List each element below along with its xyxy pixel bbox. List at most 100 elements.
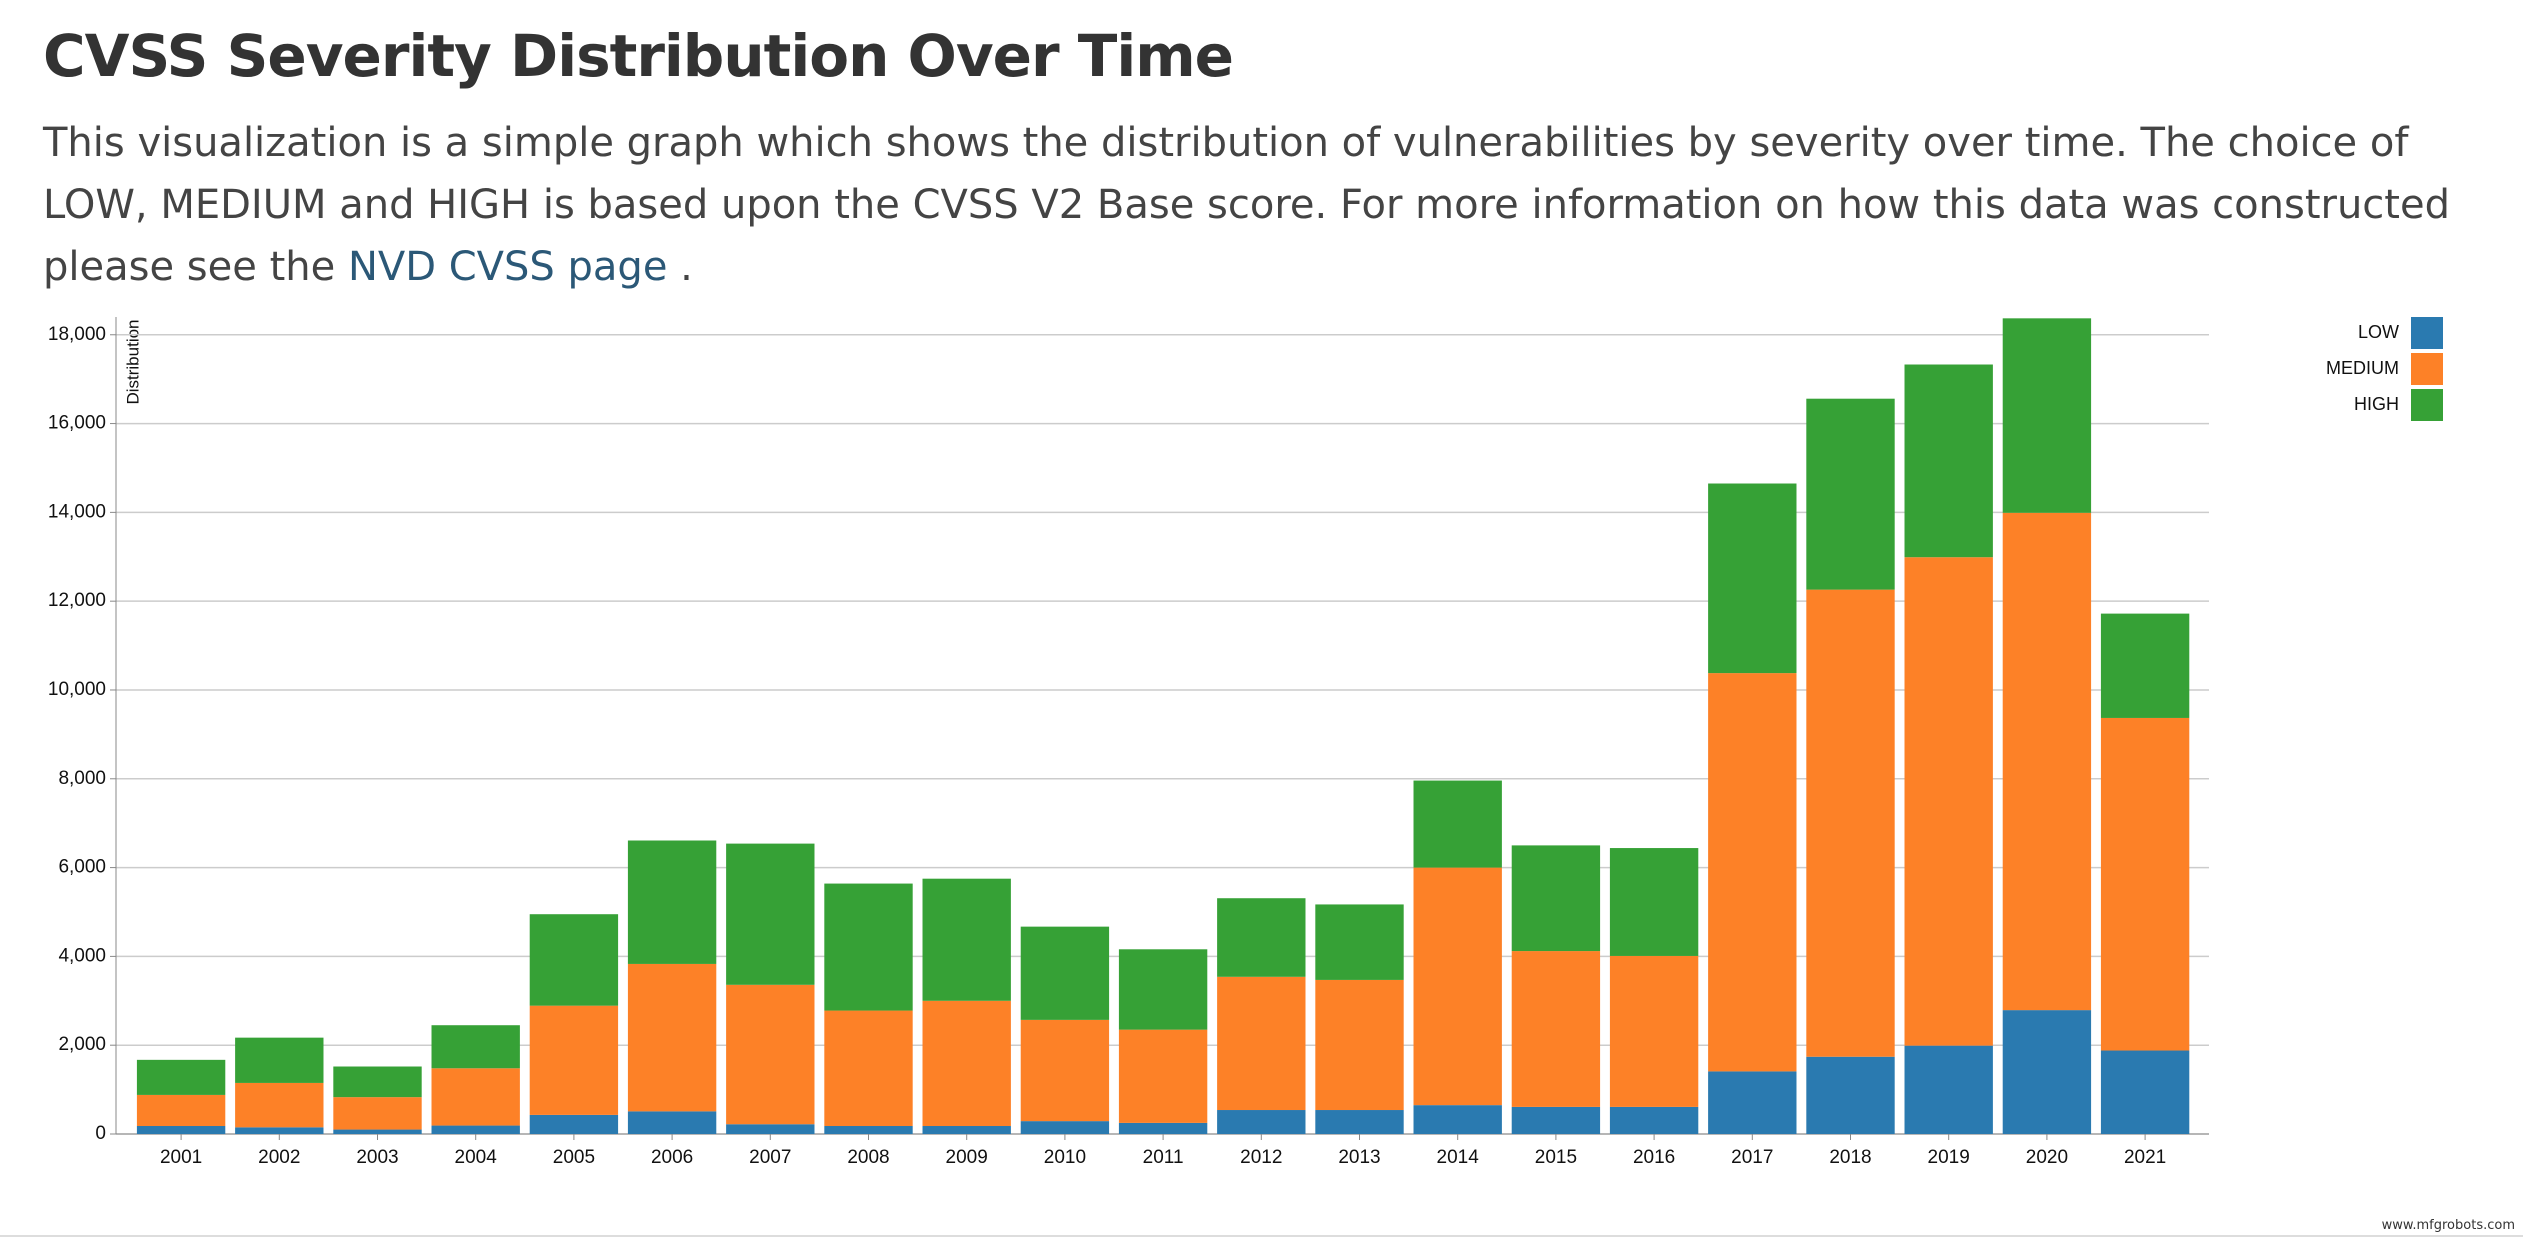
x-tick-label: 2014 (1437, 1147, 1480, 1168)
x-tick-label: 2003 (356, 1147, 398, 1168)
bar-segment (333, 1129, 422, 1134)
x-tick-label: 2001 (160, 1147, 202, 1168)
description: This visualization is a simple graph whi… (43, 112, 2483, 298)
y-tick-label: 0 (95, 1123, 106, 1144)
bar-segment (136, 1126, 226, 1134)
bar-segment (627, 840, 717, 964)
bar-segment (235, 1082, 324, 1128)
bar-segment (333, 1097, 422, 1130)
y-tick-label: 12,000 (48, 590, 106, 611)
bar-segment (1217, 1110, 1306, 1134)
page-title: CVSS Severity Distribution Over Time (43, 22, 1234, 90)
bar-segment (529, 1114, 619, 1134)
bar-segment (1904, 1045, 1993, 1134)
bar-segment (431, 1125, 520, 1134)
bar-segment (235, 1127, 324, 1134)
bar-segment (627, 1111, 717, 1134)
x-tick-label: 2007 (749, 1147, 791, 1168)
x-tick-label: 2006 (651, 1147, 693, 1168)
x-tick-label: 2005 (553, 1147, 595, 1168)
bar-segment (1708, 1071, 1797, 1134)
bar-segment (1020, 926, 1110, 1020)
bar-segment (333, 1066, 422, 1098)
bar-segment (1413, 867, 1502, 1106)
bar-segment (2100, 1050, 2190, 1134)
bar-segment (235, 1037, 324, 1083)
bar-segment (529, 1005, 619, 1115)
bar-segment (2002, 1010, 2092, 1134)
legend-swatch (2411, 389, 2443, 421)
bar-segment (1904, 557, 1993, 1046)
y-tick-label: 4,000 (58, 945, 106, 966)
bar-segment (726, 1124, 815, 1134)
y-tick-label: 14,000 (48, 501, 106, 522)
bar-segment (1708, 673, 1797, 1072)
bar-segment (2002, 318, 2092, 513)
x-tick-label: 2017 (1731, 1147, 1773, 1168)
bar-segment (136, 1094, 226, 1127)
legend-label: MEDIUM (2326, 358, 2399, 378)
watermark: www.mfgrobots.com (2381, 1218, 2515, 1233)
x-tick-label: 2021 (2124, 1147, 2166, 1168)
y-tick-label: 18,000 (48, 324, 106, 345)
y-tick-label: 16,000 (48, 413, 106, 434)
bar-segment (1904, 364, 1993, 558)
bar-segment (1217, 898, 1306, 977)
bar-segment (431, 1068, 520, 1126)
x-tick-label: 2013 (1338, 1147, 1380, 1168)
bar-segment (1118, 949, 1208, 1030)
legend-swatch (2411, 353, 2443, 385)
bar-segment (922, 878, 1011, 1001)
legend-label: LOW (2358, 322, 2399, 342)
y-axis-label: Distribution (123, 319, 142, 404)
bar-segment (1020, 1019, 1110, 1122)
bar-segment (1609, 955, 1699, 1107)
x-tick-label: 2002 (258, 1147, 300, 1168)
legend-swatch (2411, 317, 2443, 349)
nvd-link[interactable]: NVD CVSS page (347, 244, 668, 290)
bar-segment (1413, 780, 1502, 868)
bar-segment (1315, 904, 1404, 980)
bar-segment (1118, 1122, 1208, 1134)
description-end: . (680, 244, 693, 290)
bar-segment (431, 1025, 520, 1069)
bar-segment (1511, 1106, 1601, 1134)
bar-segment (1315, 979, 1404, 1111)
bar-segment (1511, 951, 1601, 1107)
x-tick-label: 2012 (1240, 1147, 1282, 1168)
bar-segment (1315, 1110, 1404, 1134)
bar-segment (1609, 848, 1699, 956)
x-tick-label: 2020 (2026, 1147, 2068, 1168)
x-tick-label: 2008 (847, 1147, 889, 1168)
bar-segment (1118, 1029, 1208, 1123)
x-tick-label: 2004 (455, 1147, 498, 1168)
x-tick-label: 2009 (946, 1147, 988, 1168)
x-tick-label: 2015 (1535, 1147, 1577, 1168)
bar-segment (1511, 845, 1601, 952)
bar-segment (824, 1010, 913, 1127)
y-tick-label: 2,000 (58, 1034, 106, 1055)
bar-segment (1609, 1106, 1699, 1134)
bar-segment (2100, 717, 2190, 1051)
bar-segment (922, 1000, 1011, 1127)
x-tick-label: 2019 (1928, 1147, 1970, 1168)
x-tick-label: 2010 (1044, 1147, 1086, 1168)
legend-label: HIGH (2354, 394, 2399, 414)
bar-segment (1413, 1105, 1502, 1134)
bar-segment (1020, 1121, 1110, 1134)
bar-segment (1806, 589, 1895, 1057)
x-tick-label: 2011 (1143, 1147, 1184, 1168)
bar-segment (136, 1059, 226, 1095)
bar-segment (824, 883, 913, 1011)
bar-segment (627, 963, 717, 1112)
y-tick-label: 8,000 (58, 768, 106, 789)
bar-segment (2002, 512, 2092, 1011)
bar-segment (529, 914, 619, 1006)
bar-segment (726, 843, 815, 985)
bar-segment (1217, 976, 1306, 1111)
x-tick-label: 2016 (1633, 1147, 1675, 1168)
bar-segment (824, 1126, 913, 1134)
y-tick-label: 10,000 (48, 679, 106, 700)
bar-segment (1806, 398, 1895, 590)
